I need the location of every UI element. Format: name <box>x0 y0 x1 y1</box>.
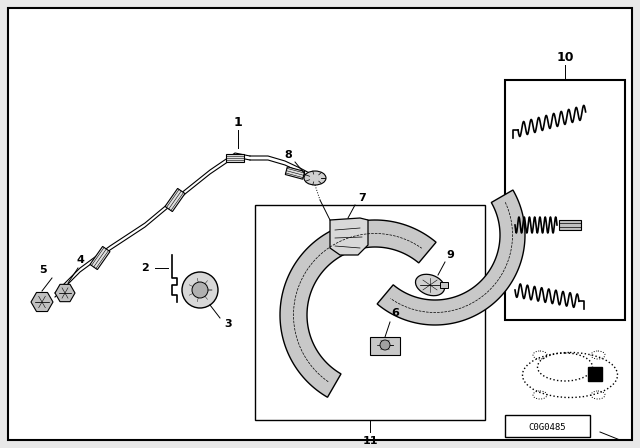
Polygon shape <box>280 220 436 397</box>
Text: 2: 2 <box>141 263 149 273</box>
Circle shape <box>380 340 390 350</box>
Text: 4: 4 <box>76 255 84 265</box>
Text: 8: 8 <box>284 150 292 160</box>
Circle shape <box>182 272 218 308</box>
Polygon shape <box>285 167 305 179</box>
Ellipse shape <box>415 274 445 296</box>
Bar <box>588 367 602 381</box>
Bar <box>559 220 581 230</box>
Bar <box>505 80 625 320</box>
Text: 11: 11 <box>362 436 378 446</box>
Text: 10: 10 <box>556 51 573 64</box>
Bar <box>440 282 448 288</box>
Text: 3: 3 <box>224 319 232 329</box>
Polygon shape <box>90 246 110 270</box>
Polygon shape <box>330 218 368 255</box>
Polygon shape <box>226 154 244 162</box>
Text: 1: 1 <box>234 116 243 129</box>
Bar <box>370 337 400 355</box>
Polygon shape <box>377 190 525 325</box>
Text: 7: 7 <box>358 193 366 203</box>
Polygon shape <box>165 189 185 211</box>
Bar <box>505 415 590 437</box>
Polygon shape <box>31 293 53 311</box>
Ellipse shape <box>304 171 326 185</box>
Bar <box>255 205 485 420</box>
Circle shape <box>192 282 208 298</box>
Text: 9: 9 <box>446 250 454 260</box>
Text: 5: 5 <box>39 265 47 275</box>
Text: C0G0485: C0G0485 <box>528 422 566 431</box>
Text: 6: 6 <box>391 308 399 318</box>
Polygon shape <box>55 284 75 302</box>
